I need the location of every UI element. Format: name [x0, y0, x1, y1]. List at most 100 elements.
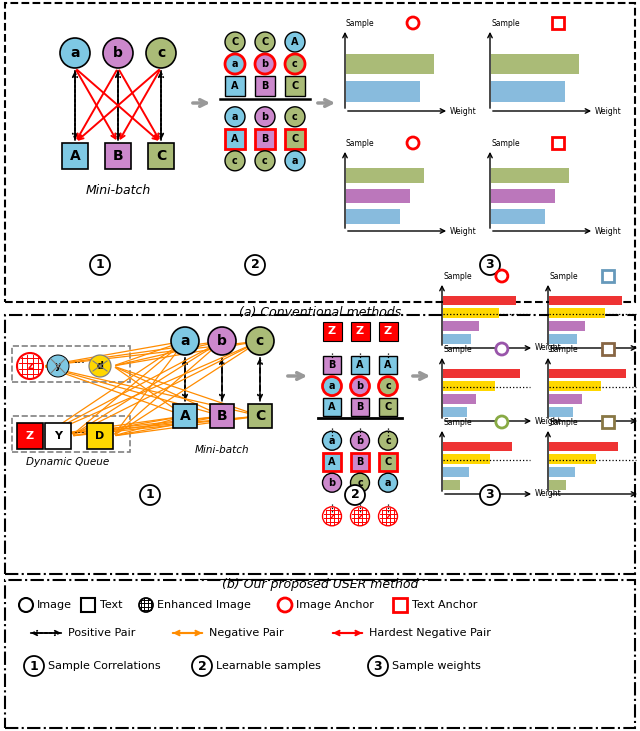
Circle shape	[225, 32, 245, 52]
Text: Dynamic Queue: Dynamic Queue	[26, 457, 109, 467]
Text: c: c	[385, 381, 391, 391]
Text: 3: 3	[486, 259, 494, 271]
Text: b: b	[217, 334, 227, 348]
Text: Z: Z	[384, 327, 392, 336]
Bar	[549, 368, 627, 378]
Text: A: A	[328, 402, 336, 412]
Circle shape	[323, 431, 342, 450]
Circle shape	[368, 656, 388, 676]
Text: B: B	[261, 134, 269, 144]
Text: z: z	[27, 361, 33, 371]
Bar	[552, 137, 564, 149]
Text: Sample Correlations: Sample Correlations	[48, 661, 161, 671]
Text: B: B	[261, 81, 269, 91]
Text: B: B	[328, 360, 336, 370]
Circle shape	[285, 151, 305, 171]
Bar	[5, 3, 635, 302]
Text: Text Anchor: Text Anchor	[412, 600, 477, 610]
Text: Sample: Sample	[443, 272, 472, 281]
Text: D: D	[95, 431, 104, 441]
Text: Sample weights: Sample weights	[392, 661, 481, 671]
Circle shape	[345, 485, 365, 505]
Bar	[491, 168, 570, 183]
Circle shape	[225, 54, 245, 74]
Text: ···: ···	[74, 357, 86, 371]
Circle shape	[192, 656, 212, 676]
Circle shape	[146, 38, 176, 68]
Bar	[602, 343, 614, 355]
Text: a: a	[232, 59, 238, 69]
Bar	[148, 143, 174, 169]
Text: Sample: Sample	[491, 139, 520, 148]
Text: a: a	[292, 156, 298, 166]
Text: Image: Image	[37, 600, 72, 610]
Circle shape	[60, 38, 90, 68]
Circle shape	[278, 598, 292, 612]
Text: Z: Z	[356, 327, 364, 336]
Bar	[225, 129, 245, 149]
Text: a: a	[329, 381, 335, 391]
Circle shape	[225, 107, 245, 126]
Bar	[346, 189, 410, 203]
Bar	[549, 442, 618, 451]
Circle shape	[103, 38, 133, 68]
Text: B: B	[356, 457, 364, 466]
Bar	[443, 368, 520, 378]
Text: z: z	[330, 512, 335, 520]
Text: a: a	[329, 436, 335, 446]
Circle shape	[255, 32, 275, 52]
Text: Sample: Sample	[549, 418, 578, 427]
Circle shape	[89, 355, 111, 377]
Text: a: a	[180, 334, 189, 348]
Text: Learnable samples: Learnable samples	[216, 661, 321, 671]
Text: Sample: Sample	[491, 19, 520, 28]
Circle shape	[480, 485, 500, 505]
Circle shape	[255, 151, 275, 171]
Bar	[323, 398, 341, 416]
Text: a: a	[70, 46, 80, 60]
Circle shape	[139, 598, 153, 612]
Circle shape	[496, 343, 508, 355]
Bar	[549, 455, 596, 463]
Bar	[549, 407, 573, 417]
Bar	[443, 308, 499, 318]
Bar	[491, 81, 564, 102]
Bar	[346, 81, 419, 102]
Circle shape	[47, 355, 69, 377]
Text: (b) Our proposed USER method: (b) Our proposed USER method	[222, 578, 418, 591]
Text: 1: 1	[29, 659, 38, 673]
Text: Weight: Weight	[595, 227, 621, 235]
Text: y: y	[55, 361, 61, 371]
Circle shape	[378, 473, 397, 492]
Text: B: B	[113, 149, 124, 163]
Text: a: a	[385, 477, 391, 488]
Bar	[12, 416, 130, 452]
Text: Sample: Sample	[346, 19, 374, 28]
Text: A: A	[180, 409, 190, 423]
Text: b: b	[113, 46, 123, 60]
Bar	[105, 143, 131, 169]
Text: C: C	[156, 149, 166, 163]
Text: Enhanced Image: Enhanced Image	[157, 600, 251, 610]
Bar	[323, 356, 341, 374]
Bar	[443, 442, 512, 451]
Text: b: b	[328, 477, 335, 488]
Bar	[549, 322, 585, 330]
Circle shape	[140, 485, 160, 505]
Text: c: c	[292, 112, 298, 122]
Bar	[379, 356, 397, 374]
Text: Positive Pair: Positive Pair	[68, 628, 136, 638]
Text: Negative Pair: Negative Pair	[209, 628, 284, 638]
Text: Sample: Sample	[346, 139, 374, 148]
Circle shape	[255, 54, 275, 74]
Circle shape	[351, 431, 369, 450]
Circle shape	[171, 327, 199, 355]
Bar	[285, 76, 305, 96]
Bar	[285, 129, 305, 149]
Bar	[210, 404, 234, 428]
Text: 3: 3	[374, 659, 382, 673]
Text: A: A	[231, 81, 239, 91]
Text: d: d	[97, 361, 104, 371]
Bar	[443, 295, 516, 305]
Circle shape	[480, 255, 500, 275]
